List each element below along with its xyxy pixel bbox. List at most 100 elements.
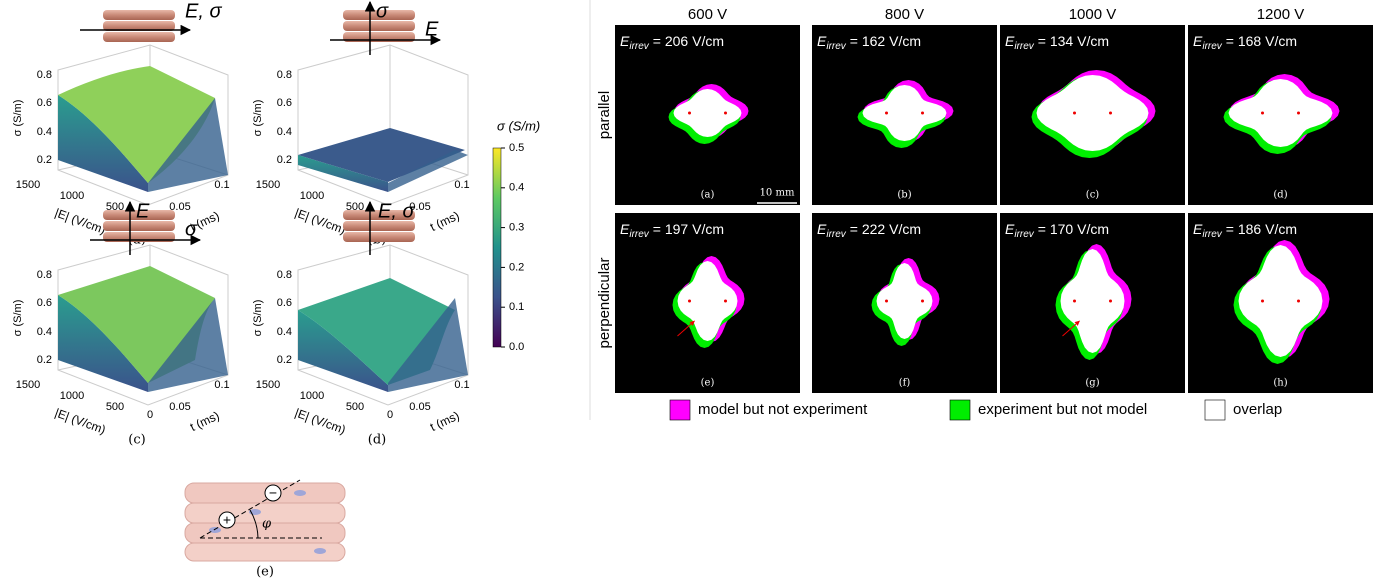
arrow-label: σ bbox=[185, 218, 198, 240]
legend-label: experiment but not model bbox=[978, 401, 1147, 418]
y-tick-label: 0.6 bbox=[277, 97, 292, 109]
y-tick-label: 0.6 bbox=[277, 297, 292, 309]
panel-label: (f) bbox=[899, 378, 911, 389]
y-axis-label: σ (S/m) bbox=[252, 100, 264, 137]
e-tick-label: 1500 bbox=[16, 179, 40, 191]
panel-label: (b) bbox=[897, 190, 911, 201]
y-axis-label: σ (S/m) bbox=[12, 100, 24, 137]
e-tick-label: 1500 bbox=[256, 379, 280, 391]
threshold: Eirrev = 162 V/cm bbox=[817, 33, 921, 52]
column-header: 600 V bbox=[688, 6, 727, 23]
electrode bbox=[1073, 111, 1076, 115]
arrow-label: E, σ bbox=[378, 200, 415, 222]
positive-sign: + bbox=[223, 512, 231, 528]
legend-swatch bbox=[1204, 399, 1226, 421]
y-tick-label: 0.4 bbox=[37, 326, 52, 338]
threshold-symbol: E bbox=[620, 33, 630, 49]
threshold: Eirrev = 134 V/cm bbox=[1005, 33, 1109, 52]
threshold-value: = 186 V/cm bbox=[1226, 221, 1297, 237]
threshold: Eirrev = 186 V/cm bbox=[1193, 221, 1297, 240]
surface-plot: 0.80.60.40.2σ (S/m)1500100050000.050.1|E… bbox=[12, 0, 230, 247]
e-tick-label: 500 bbox=[346, 401, 364, 413]
y-tick-label: 0.6 bbox=[37, 297, 52, 309]
y-tick-label: 0.4 bbox=[277, 126, 292, 138]
diagram-label: (e) bbox=[256, 565, 274, 580]
electrode bbox=[1297, 111, 1300, 115]
electrode bbox=[688, 299, 691, 303]
electrode bbox=[885, 111, 888, 115]
legend-label: model but not experiment bbox=[698, 401, 868, 418]
scale-bar-label: 10 mm bbox=[760, 188, 795, 199]
threshold: Eirrev = 168 V/cm bbox=[1193, 33, 1297, 52]
y-tick-label: 0.4 bbox=[277, 326, 292, 338]
column-header: 1000 V bbox=[1069, 6, 1117, 23]
angle-label: φ bbox=[262, 517, 272, 532]
e-tick-label: 1000 bbox=[60, 190, 84, 202]
surface-front bbox=[298, 155, 388, 192]
t-tick-label: 0.1 bbox=[214, 379, 229, 391]
surface-front bbox=[298, 310, 388, 392]
panel-label: (e) bbox=[701, 378, 715, 389]
e-tick-label: 0 bbox=[387, 409, 393, 421]
threshold-value: = 206 V/cm bbox=[653, 33, 724, 49]
y-axis-label: σ (S/m) bbox=[12, 300, 24, 337]
panel-label: (c) bbox=[128, 433, 145, 448]
arrow-label: E, σ bbox=[185, 0, 222, 22]
overlap-region bbox=[677, 261, 738, 341]
overlap-region bbox=[1228, 79, 1333, 147]
threshold: Eirrev = 206 V/cm bbox=[620, 33, 724, 52]
t-axis-label: t (ms) bbox=[428, 208, 462, 234]
e-tick-label: 500 bbox=[106, 401, 124, 413]
colorbar-tick-label: 0.5 bbox=[509, 142, 524, 154]
e-tick-label: 1500 bbox=[256, 179, 280, 191]
t-tick-label: 0.1 bbox=[214, 179, 229, 191]
e-tick-label: 1000 bbox=[300, 390, 324, 402]
fiber bbox=[343, 210, 415, 220]
row-header: parallel bbox=[596, 91, 613, 139]
e-axis-label: |E| (V/cm) bbox=[53, 406, 108, 437]
threshold-symbol: E bbox=[620, 221, 630, 237]
threshold-subscript: irrev bbox=[1202, 229, 1222, 240]
legend-swatch bbox=[949, 399, 971, 421]
colorbar-tick-label: 0.2 bbox=[509, 261, 524, 273]
t-axis-label: t (ms) bbox=[188, 408, 222, 434]
y-tick-label: 0.2 bbox=[37, 354, 52, 366]
threshold: Eirrev = 197 V/cm bbox=[620, 221, 724, 240]
t-tick-label: 0.05 bbox=[409, 201, 430, 213]
fiber bbox=[343, 21, 415, 31]
surface-side bbox=[148, 98, 228, 192]
threshold-value: = 168 V/cm bbox=[1226, 33, 1297, 49]
y-tick-label: 0.6 bbox=[37, 97, 52, 109]
overlap-region bbox=[1036, 75, 1149, 151]
threshold-subscript: irrev bbox=[826, 229, 846, 240]
e-tick-label: 1000 bbox=[60, 390, 84, 402]
threshold-symbol: E bbox=[817, 221, 827, 237]
fiber bbox=[343, 221, 415, 231]
fiber bbox=[103, 210, 175, 220]
e-tick-label: 1500 bbox=[16, 379, 40, 391]
overlap-region bbox=[862, 85, 947, 141]
legend-label: overlap bbox=[1233, 401, 1282, 418]
electrode bbox=[1073, 299, 1076, 303]
e-tick-label: 1000 bbox=[300, 190, 324, 202]
y-tick-label: 0.8 bbox=[277, 69, 292, 81]
threshold-value: = 170 V/cm bbox=[1038, 221, 1109, 237]
threshold-subscript: irrev bbox=[826, 41, 846, 52]
panel-label: (g) bbox=[1085, 378, 1099, 389]
overlap-region bbox=[876, 263, 933, 339]
y-tick-label: 0.2 bbox=[277, 354, 292, 366]
y-tick-label: 0.8 bbox=[277, 269, 292, 281]
fiber bbox=[103, 10, 175, 20]
threshold-value: = 162 V/cm bbox=[850, 33, 921, 49]
overlap-region bbox=[1060, 249, 1125, 353]
e-axis-label: |E| (V/cm) bbox=[293, 406, 348, 437]
surface-plot: 0.80.60.40.2σ (S/m)1500100050000.050.1|E… bbox=[12, 200, 230, 447]
electrode bbox=[724, 299, 727, 303]
electrode bbox=[724, 111, 727, 115]
negative-sign: − bbox=[269, 485, 277, 501]
threshold-subscript: irrev bbox=[1014, 41, 1034, 52]
panel-label: (d) bbox=[368, 433, 386, 448]
fiber bbox=[343, 232, 415, 242]
colorbar bbox=[492, 147, 502, 348]
